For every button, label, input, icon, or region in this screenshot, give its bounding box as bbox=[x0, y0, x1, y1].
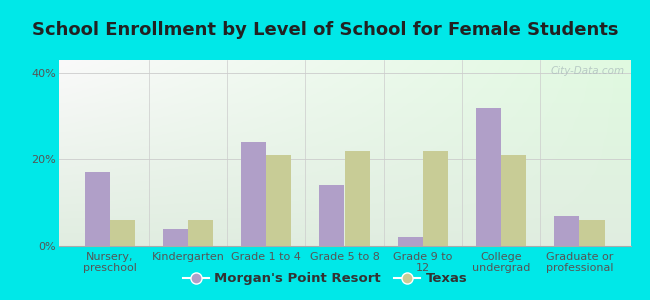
Bar bbox=[422, 151, 448, 246]
Text: School Enrollment by Level of School for Female Students: School Enrollment by Level of School for… bbox=[32, 21, 618, 39]
Bar bbox=[110, 220, 135, 246]
Bar bbox=[319, 185, 344, 246]
Bar bbox=[554, 216, 579, 246]
Bar bbox=[398, 237, 423, 246]
Bar bbox=[344, 151, 370, 246]
Text: City-Data.com: City-Data.com bbox=[551, 66, 625, 76]
Bar bbox=[579, 220, 604, 246]
Bar bbox=[266, 155, 291, 246]
Bar bbox=[241, 142, 266, 246]
Bar bbox=[188, 220, 213, 246]
Bar bbox=[84, 172, 110, 246]
Bar bbox=[476, 108, 501, 246]
Legend: Morgan's Point Resort, Texas: Morgan's Point Resort, Texas bbox=[177, 267, 473, 290]
Bar bbox=[501, 155, 526, 246]
Bar bbox=[162, 229, 188, 246]
